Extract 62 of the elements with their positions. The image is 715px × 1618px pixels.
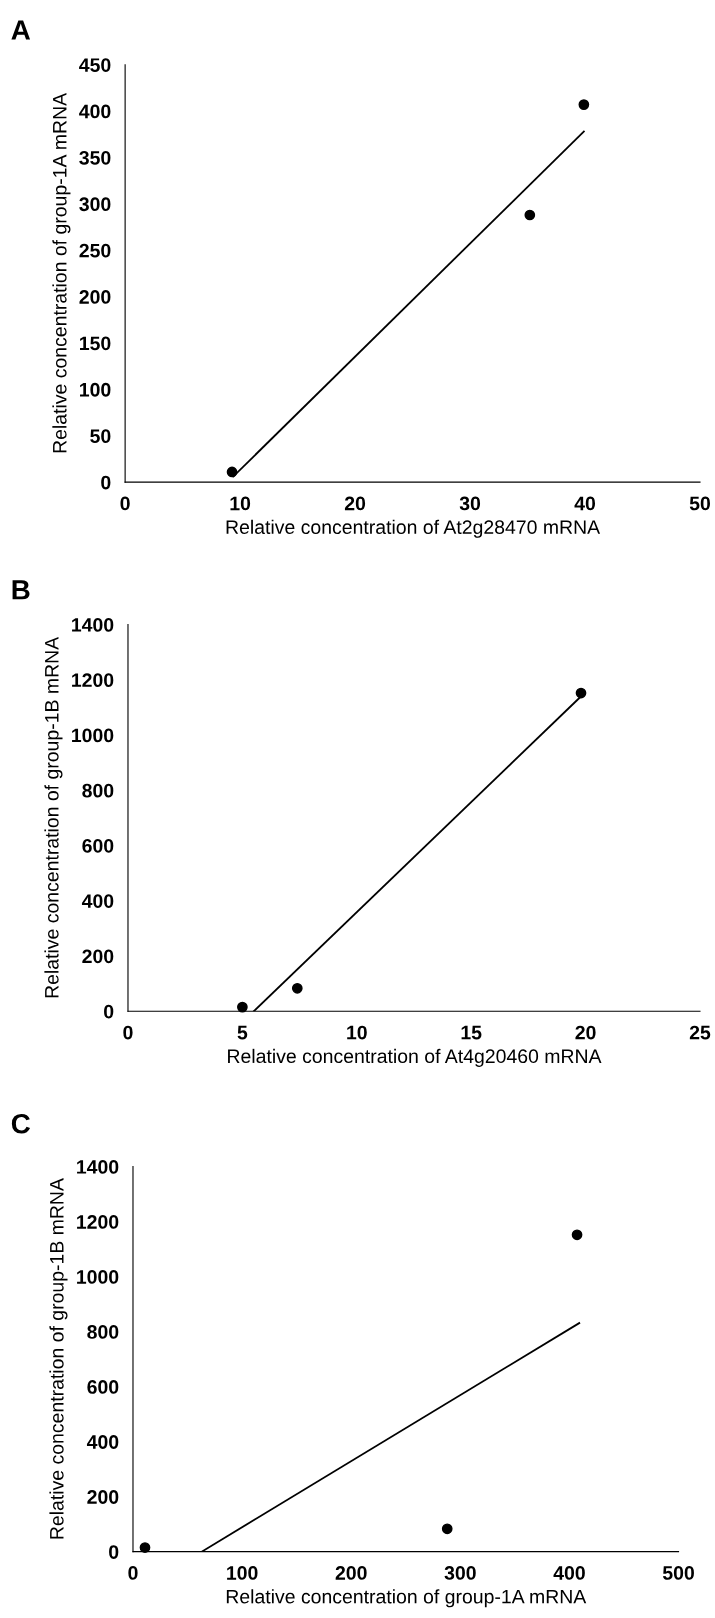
- y-tick-label: 400: [79, 104, 111, 119]
- y-tick-label: 600: [87, 1380, 119, 1394]
- chart-title: B: [12, 580, 30, 600]
- y-tick-label: 400: [81, 894, 114, 908]
- x-tick-label: 0: [120, 496, 130, 511]
- y-tick-label: 0: [101, 475, 111, 490]
- point: [575, 687, 587, 699]
- y-tick-label: 1000: [77, 1270, 119, 1284]
- y-tick-label: 1400: [77, 1160, 119, 1174]
- point: [524, 209, 536, 221]
- x-tick-label: 0: [123, 1025, 133, 1040]
- x-tick-label: 30: [459, 496, 481, 511]
- y-tick-label: 400: [86, 1435, 119, 1449]
- point: [441, 1523, 453, 1535]
- point: [237, 1001, 248, 1013]
- x-tick-label: 25: [689, 1025, 711, 1040]
- x-tick-label: 400: [553, 1566, 585, 1580]
- y-axis-title: Relative concentration of group-1B mRNA: [44, 636, 63, 998]
- point: [139, 1542, 151, 1553]
- x-tick-label: 5: [237, 1025, 248, 1040]
- y-axis-title: Relative concentration of group-1B mRNA: [49, 1178, 68, 1539]
- chart-title: A: [11, 20, 31, 40]
- x-tick-label: 20: [344, 496, 366, 511]
- y-tick-label: 300: [79, 197, 111, 212]
- y-tick-label: 350: [79, 150, 111, 165]
- y-tick-label: 200: [87, 1490, 119, 1504]
- y-tick-label: 1200: [72, 673, 114, 688]
- y-tick-label: 1400: [72, 618, 114, 632]
- y-tick-label: 800: [87, 1325, 119, 1339]
- y-tick-label: 1200: [77, 1215, 119, 1229]
- y-tick-label: 50: [90, 429, 111, 444]
- y-tick-label: 0: [104, 1004, 114, 1019]
- x-tick-label: 300: [444, 1566, 476, 1580]
- x-axis-title: Relative concentration of group-1A mRNA: [226, 1589, 587, 1608]
- y-tick-label: 1000: [72, 728, 114, 743]
- x-tick-label: 0: [128, 1566, 138, 1580]
- y-tick-label: 450: [79, 58, 111, 72]
- y-tick-label: 200: [79, 290, 111, 304]
- point: [226, 466, 238, 478]
- y-tick-label: 0: [109, 1545, 119, 1559]
- x-tick-label: 50: [689, 496, 710, 511]
- point: [571, 1229, 583, 1241]
- x-tick-label: 40: [574, 496, 596, 511]
- x-tick-label: 10: [347, 1025, 367, 1040]
- x-axis-title: Relative concentration of At2g28470 mRNA: [226, 519, 601, 538]
- y-tick-label: 150: [80, 336, 111, 351]
- y-tick-label: 250: [79, 243, 111, 258]
- y-tick-label: 100: [80, 382, 111, 397]
- x-tick-label: 500: [662, 1566, 694, 1580]
- x-tick-label: 20: [575, 1025, 596, 1040]
- y-tick-label: 600: [82, 838, 114, 853]
- point: [291, 982, 303, 994]
- chart-title: C: [11, 1113, 31, 1134]
- y-tick-label: 200: [82, 949, 114, 964]
- x-tick-label: 10: [230, 496, 251, 511]
- point: [578, 99, 590, 110]
- x-axis-title: Relative concentration of At4g20460 mRNA: [228, 1048, 602, 1067]
- y-tick-label: 800: [82, 783, 114, 798]
- x-tick-label: 200: [335, 1566, 367, 1580]
- x-tick-label: 100: [227, 1566, 258, 1580]
- y-axis-title: Relative concentration of group-1A mRNA: [52, 92, 71, 453]
- x-tick-label: 15: [461, 1025, 482, 1040]
